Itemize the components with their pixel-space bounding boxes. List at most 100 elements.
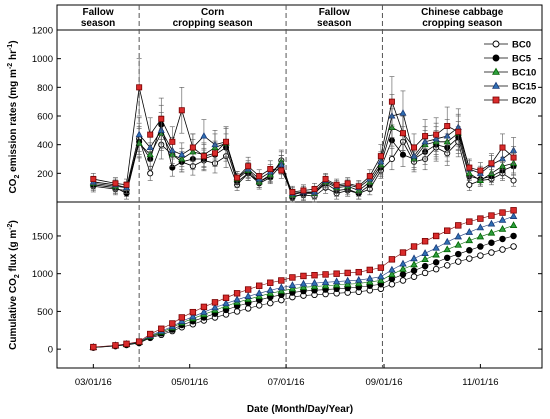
data-point bbox=[244, 286, 252, 293]
data-point bbox=[410, 254, 418, 262]
data-point bbox=[421, 262, 429, 270]
data-point bbox=[147, 131, 154, 138]
data-point bbox=[178, 107, 185, 114]
data-point bbox=[266, 286, 275, 293]
data-point bbox=[492, 40, 500, 48]
data-point bbox=[492, 54, 500, 62]
data-point bbox=[223, 138, 230, 145]
data-point bbox=[299, 283, 308, 290]
data-point bbox=[399, 271, 407, 278]
data-point bbox=[222, 294, 230, 302]
data-point bbox=[488, 239, 495, 246]
x-tick-label: 05/01/16 bbox=[171, 377, 208, 388]
bottom-y-tick-label: 1000 bbox=[32, 269, 53, 280]
data-point bbox=[158, 115, 165, 122]
legend-label: BC5 bbox=[512, 54, 532, 65]
data-point bbox=[211, 150, 218, 157]
data-point bbox=[388, 256, 396, 263]
data-point bbox=[477, 167, 484, 174]
data-point bbox=[256, 173, 263, 180]
data-point bbox=[443, 254, 451, 262]
plot-frame bbox=[56, 4, 543, 369]
data-point bbox=[509, 212, 518, 219]
top-panel-series bbox=[89, 58, 518, 203]
legend-label: BC15 bbox=[512, 82, 537, 93]
data-point bbox=[510, 177, 517, 184]
data-point bbox=[332, 280, 341, 288]
data-point bbox=[344, 180, 351, 187]
data-point bbox=[499, 209, 506, 216]
data-point bbox=[454, 240, 463, 248]
data-point bbox=[299, 279, 308, 287]
data-point bbox=[343, 280, 352, 287]
data-point bbox=[388, 155, 395, 163]
data-point bbox=[443, 237, 451, 245]
bottom-panel-series bbox=[89, 207, 518, 351]
data-point bbox=[300, 272, 307, 280]
data-point bbox=[411, 144, 418, 151]
data-point bbox=[410, 243, 418, 250]
data-point bbox=[476, 223, 485, 231]
data-point bbox=[410, 273, 418, 280]
data-point bbox=[222, 299, 230, 307]
data-point bbox=[321, 281, 330, 289]
data-point bbox=[256, 282, 263, 289]
legend: BC0 BC5 BC10 BC15 BC20 bbox=[484, 40, 537, 107]
data-point bbox=[189, 308, 197, 316]
data-point bbox=[366, 277, 374, 285]
data-point bbox=[466, 255, 473, 262]
data-point bbox=[492, 67, 500, 75]
data-point bbox=[388, 98, 395, 105]
data-point bbox=[455, 258, 462, 265]
data-point bbox=[399, 109, 407, 116]
data-point bbox=[388, 280, 396, 288]
data-point bbox=[443, 262, 451, 269]
data-point bbox=[278, 277, 285, 284]
data-point bbox=[90, 343, 97, 351]
data-point bbox=[433, 131, 440, 138]
data-point bbox=[377, 276, 385, 284]
data-point bbox=[189, 312, 197, 320]
data-point bbox=[255, 302, 263, 309]
x-tick-label: 03/01/16 bbox=[75, 377, 112, 388]
data-point bbox=[510, 243, 517, 250]
data-point bbox=[343, 276, 352, 284]
data-point bbox=[289, 188, 296, 195]
data-point bbox=[200, 307, 208, 315]
data-point bbox=[344, 269, 351, 277]
data-point bbox=[366, 173, 373, 180]
data-point bbox=[277, 283, 286, 291]
data-point bbox=[399, 130, 406, 137]
data-point bbox=[421, 238, 429, 245]
data-point bbox=[499, 144, 506, 151]
data-point bbox=[443, 245, 451, 253]
data-point bbox=[311, 271, 318, 279]
data-point bbox=[200, 303, 208, 311]
data-point bbox=[421, 249, 429, 256]
top-y-tick-label: 400 bbox=[37, 140, 53, 151]
top-y-tick-label: 200 bbox=[37, 169, 53, 180]
legend-label: BC10 bbox=[512, 68, 536, 79]
top-y-axis-title: CO2 emission rates (mg m-2 hr-1) bbox=[7, 40, 21, 193]
data-point bbox=[399, 259, 407, 267]
legend-label: BC20 bbox=[512, 96, 536, 107]
data-point bbox=[432, 250, 440, 258]
data-point bbox=[455, 250, 462, 258]
data-point bbox=[466, 218, 473, 225]
data-point bbox=[388, 265, 396, 273]
bottom-y-tick-label: 500 bbox=[37, 307, 53, 318]
x-tick-label: 09/01/16 bbox=[366, 377, 403, 388]
data-point bbox=[455, 222, 462, 229]
data-point bbox=[466, 181, 473, 188]
data-point bbox=[189, 144, 196, 151]
x-axis: 03/01/16 05/01/16 07/01/16 09/01/16 11/01/16 bbox=[75, 364, 499, 388]
data-point bbox=[444, 123, 451, 130]
data-point bbox=[477, 215, 484, 222]
data-point bbox=[123, 181, 130, 188]
data-point bbox=[321, 278, 330, 285]
data-point bbox=[255, 289, 263, 296]
data-point bbox=[178, 317, 186, 324]
